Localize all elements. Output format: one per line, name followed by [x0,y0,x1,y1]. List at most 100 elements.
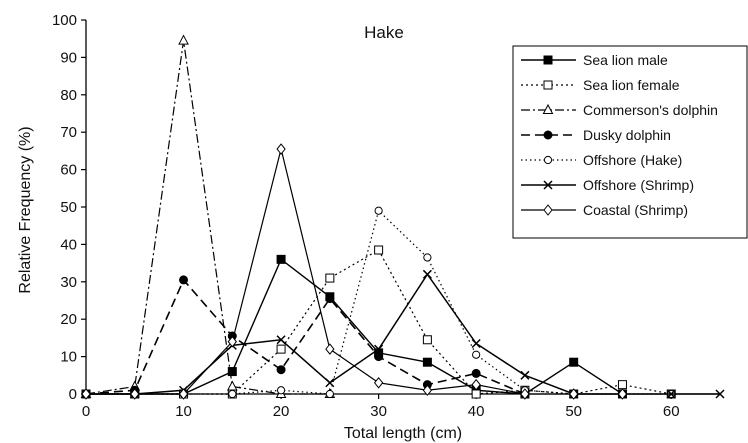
legend-label: Commerson's dolphin [583,102,718,118]
data-point [569,388,579,400]
data-point [471,338,481,349]
data-point [422,357,432,367]
legend-item: Sea lion male [521,52,668,68]
series-4 [81,275,530,399]
data-point [472,350,481,359]
x-tick-label: 20 [273,403,290,420]
legend-marker [543,204,553,216]
data-point [81,388,91,400]
series-line [85,40,330,395]
legend-marker [542,103,554,114]
series-line [86,249,672,395]
legend: Sea lion male Sea lion female Commerson's … [512,45,748,239]
legend-marker [543,55,553,65]
legend-label: Sea lion female [583,77,680,93]
data-point [227,335,237,348]
data-point [227,367,237,377]
legend-item: Sea lion female [521,77,680,93]
data-point [276,254,286,264]
data-point [471,378,481,391]
legend-box [512,45,748,239]
data-point [520,388,530,400]
data-point [178,34,189,45]
data-point [179,275,189,285]
legend-marker [543,180,553,190]
data-point [226,380,238,391]
series-7 [81,143,628,400]
y-tick-label: 70 [60,124,77,141]
y-tick-label: 100 [52,12,77,29]
y-tick-label: 0 [69,386,77,403]
data-point [325,294,335,304]
y-tick-label: 10 [60,349,77,366]
legend-label: Coastal (Shrimp) [583,202,688,218]
data-point [471,389,481,399]
x-tick-label: 30 [370,403,387,420]
data-point [374,206,383,215]
data-point [374,245,384,255]
data-point [325,378,335,388]
x-tick-label: 0 [82,403,90,420]
y-tick-label: 40 [60,236,77,253]
y-tick-label: 50 [60,199,77,216]
y-tick-label: 30 [60,274,77,291]
legend-label: Offshore (Hake) [583,152,682,168]
series-line [86,148,623,395]
series-2 [81,245,676,399]
series-6 [81,269,725,399]
x-axis-title: Total length (cm) [344,425,462,442]
data-point [666,389,676,399]
data-point [617,380,627,390]
series-line [86,272,720,395]
x-tick-label: 50 [565,403,582,420]
legend-label: Dusky dolphin [583,127,671,143]
x-axis-ticks: 0 10 20 30 40 50 60 [82,394,680,420]
x-tick-label: 60 [663,403,680,420]
data-point [276,143,286,155]
data-point [178,388,189,400]
data-point [471,368,481,378]
data-point [325,273,335,283]
chart-title: Hake [364,23,404,42]
data-point [617,388,628,400]
data-point [422,269,432,279]
data-point [325,343,335,355]
legend-item: Dusky dolphin [521,127,671,143]
data-point [520,370,530,380]
y-axis-title: Relative Frequency (%) [17,126,34,293]
legend-marker [543,130,553,140]
data-point [373,376,384,389]
plot-area: 0 10 20 30 40 50 60 70 80 90 100 0 10 20 30 40 50 60 [52,12,725,420]
legend-item: Offshore (Hake) [521,152,682,168]
x-tick-label: 10 [175,403,192,420]
data-point [276,344,286,354]
data-point [422,335,432,345]
x-tick-label: 40 [468,403,485,420]
series-line [85,278,526,395]
data-point [276,386,286,395]
y-tick-label: 80 [60,87,77,104]
y-tick-label: 20 [60,311,77,328]
data-point [374,352,384,362]
y-tick-label: 60 [60,162,77,179]
data-point [569,357,579,367]
data-point [276,335,286,345]
y-tick-label: 90 [60,49,77,66]
data-point [374,344,384,354]
legend-item: Coastal (Shrimp) [521,202,688,218]
legend-item: Commerson's dolphin [521,102,718,118]
series-3 [80,34,336,398]
data-point [422,384,433,397]
legend-items: Sea lion male Sea lion female Commerson's … [521,52,718,218]
y-axis-ticks: 0 10 20 30 40 50 60 70 80 90 100 [52,12,86,403]
data-point [228,389,237,399]
data-point [715,389,725,399]
legend-marker [543,80,553,90]
legend-label: Offshore (Shrimp) [583,177,694,193]
data-point [423,253,432,262]
legend-item: Offshore (Shrimp) [521,177,694,193]
data-point [276,365,286,375]
legend-label: Sea lion male [583,52,668,68]
series-layer [80,34,725,400]
